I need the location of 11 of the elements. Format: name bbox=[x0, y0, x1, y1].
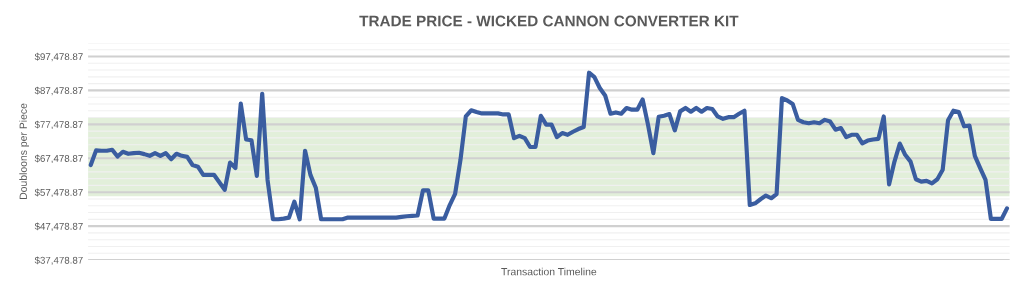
y-tick-label: $47,478.87 bbox=[34, 222, 83, 231]
line-series bbox=[88, 70, 1010, 222]
y-tick-label: $77,478.87 bbox=[34, 120, 83, 130]
y-axis-title: Doubloons per Piece bbox=[19, 103, 29, 199]
y-tick-label: $97,478.87 bbox=[34, 52, 83, 62]
chart-title: TRADE PRICE - WICKED CANNON CONVERTER KIT bbox=[359, 15, 739, 27]
y-tick-label: $57,478.87 bbox=[34, 188, 83, 197]
y-tick-label: $37,478.87 bbox=[34, 256, 83, 265]
y-tick-label: $67,478.87 bbox=[34, 154, 83, 164]
x-axis-title: Transaction Timeline bbox=[501, 267, 597, 276]
y-tick-label: $87,478.87 bbox=[34, 86, 83, 96]
